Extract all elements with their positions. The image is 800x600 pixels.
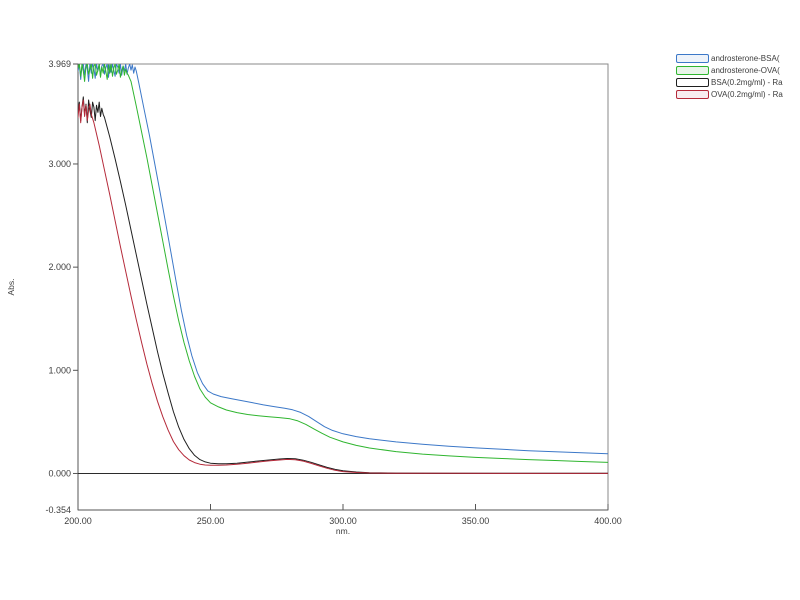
legend: androsterone-BSA( androsterone-OVA( BSA(0.…	[676, 53, 783, 101]
series-line-androsterone-bsa	[78, 64, 608, 455]
y-tick-label: 3.969	[48, 59, 71, 69]
y-tick-label: 1.000	[48, 365, 71, 375]
x-tick-label: 350.00	[462, 516, 490, 526]
x-axis-title: nm.	[336, 526, 350, 536]
legend-swatch	[676, 77, 709, 87]
series-group	[78, 64, 608, 474]
legend-item-androsterone-bsa: androsterone-BSA(	[676, 53, 783, 63]
series-line-ova	[78, 99, 608, 474]
x-tick-label: 400.00	[594, 516, 622, 526]
x-tick-label: 300.00	[329, 516, 357, 526]
series-line-bsa	[78, 96, 608, 474]
legend-swatch	[676, 89, 709, 99]
series-line-androsterone-ova	[78, 64, 608, 463]
legend-label: androsterone-OVA(	[711, 65, 780, 75]
y-tick-label: 3.000	[48, 159, 71, 169]
y-tick-label: 0.000	[48, 468, 71, 478]
legend-label: BSA(0.2mg/ml) - Ra	[711, 77, 783, 87]
legend-label: androsterone-BSA(	[711, 53, 780, 63]
legend-item-ova: OVA(0.2mg/ml) - Ra	[676, 89, 783, 99]
legend-label: OVA(0.2mg/ml) - Ra	[711, 89, 783, 99]
x-tick-label: 250.00	[197, 516, 225, 526]
legend-item-androsterone-ova: androsterone-OVA(	[676, 65, 783, 75]
y-axis-title: Abs.	[6, 278, 16, 295]
legend-item-bsa: BSA(0.2mg/ml) - Ra	[676, 77, 783, 87]
y-tick-label: 2.000	[48, 262, 71, 272]
legend-swatch	[676, 65, 709, 75]
plot-border	[77, 63, 609, 511]
legend-swatch	[676, 53, 709, 63]
y-tick-label: -0.354	[45, 505, 71, 515]
x-tick-label: 200.00	[64, 516, 92, 526]
